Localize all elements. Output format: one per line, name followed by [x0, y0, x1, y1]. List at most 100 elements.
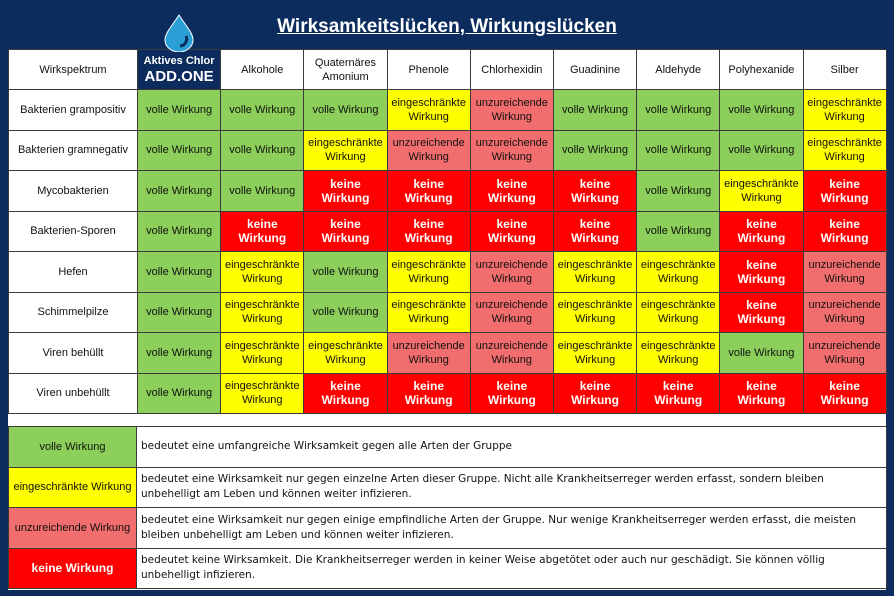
rating-cell: volle Wirkung — [719, 89, 804, 131]
panel: Wirkspektrum Aktives Chlor ADD.ONE Alkohole… — [8, 14, 887, 590]
rating-cell: keine Wirkung — [802, 372, 887, 414]
row-header: Mycobakterien — [8, 170, 138, 212]
column-header: Chlorhexidin — [469, 49, 554, 90]
legend-table: volle Wirkung bedeutet eine umfangreiche … — [8, 426, 887, 589]
rating-cell: eingeschränkte Wirkung — [636, 251, 721, 293]
header-top: Aktives Chlor — [143, 55, 215, 67]
legend-label: unzureichende Wirkung — [8, 507, 137, 549]
rating-cell: keine Wirkung — [469, 210, 554, 252]
row-header: Bakterien grampositiv — [8, 89, 138, 131]
column-header: Phenole — [386, 49, 471, 90]
rating-cell: keine Wirkung — [386, 210, 471, 252]
row-header: Hefen — [8, 251, 138, 293]
rating-cell: keine Wirkung — [802, 170, 887, 212]
rating-cell: volle Wirkung — [636, 210, 721, 252]
row-header: Viren unbehüllt — [8, 372, 138, 414]
rating-cell: unzureichende Wirkung — [469, 291, 554, 333]
rating-cell: unzureichende Wirkung — [802, 251, 887, 293]
rating-cell: eingeschränkte Wirkung — [802, 89, 887, 131]
title: Wirksamkeitslücken, Wirkungslücken — [277, 16, 617, 37]
legend-row: volle Wirkung bedeutet eine umfangreiche … — [8, 426, 887, 468]
column-header: Wirkspektrum — [8, 49, 138, 90]
rating-cell: eingeschränkte Wirkung — [386, 251, 471, 293]
rating-cell: eingeschränkte Wirkung — [220, 332, 305, 374]
rating-cell: volle Wirkung — [136, 332, 222, 374]
rating-cell: unzureichende Wirkung — [469, 89, 554, 131]
table-row: Viren unbehüllt volle Wirkung eingeschränk… — [8, 372, 887, 414]
header-row: Wirkspektrum Aktives Chlor ADD.ONE Alkohole… — [8, 14, 887, 90]
featured-header: Aktives Chlor ADD.ONE — [136, 14, 222, 90]
rating-cell: volle Wirkung — [136, 89, 222, 131]
rating-cell: volle Wirkung — [136, 372, 222, 414]
rating-cell: eingeschränkte Wirkung — [552, 332, 638, 374]
rating-cell: eingeschränkte Wirkung — [802, 129, 887, 171]
rating-cell: keine Wirkung — [303, 372, 388, 414]
rating-cell: eingeschränkte Wirkung — [552, 291, 638, 333]
column-header: Alkohole — [220, 49, 305, 90]
column-header: Polyhexanide — [719, 49, 804, 90]
rating-cell: volle Wirkung — [136, 129, 222, 171]
table-row: Schimmelpilze volle Wirkung eingeschränkte… — [8, 291, 887, 333]
rating-cell: volle Wirkung — [136, 251, 222, 293]
legend-row: keine Wirkung bedeutet keine Wirksamkeit.… — [8, 547, 887, 589]
rating-cell: eingeschränkte Wirkung — [386, 291, 471, 333]
legend-description: bedeutet keine Wirksamkeit. Die Krankhei… — [136, 547, 887, 589]
rating-cell: volle Wirkung — [636, 89, 721, 131]
row-header: Viren behüllt — [8, 332, 138, 374]
rating-cell: eingeschränkte Wirkung — [220, 372, 305, 414]
table-row: Bakterien grampositiv volle Wirkung volle … — [8, 89, 887, 131]
rating-cell: unzureichende Wirkung — [469, 332, 554, 374]
rating-cell: unzureichende Wirkung — [469, 251, 554, 293]
column-header: Guadinine — [552, 49, 638, 90]
effectiveness-table: Wirkspektrum Aktives Chlor ADD.ONE Alkohole… — [8, 14, 887, 414]
column-header: Aldehyde — [636, 49, 721, 90]
table-row: Mycobakterien volle Wirkung volle Wirkung k… — [8, 170, 887, 212]
rating-cell: volle Wirkung — [220, 89, 305, 131]
rating-cell: keine Wirkung — [552, 372, 638, 414]
rating-cell: volle Wirkung — [636, 170, 721, 212]
rating-cell: keine Wirkung — [636, 372, 721, 414]
column-header: Quaternäres Amonium — [303, 49, 388, 90]
rating-cell: keine Wirkung — [386, 372, 471, 414]
rating-cell: volle Wirkung — [719, 129, 804, 171]
rating-cell: unzureichende Wirkung — [469, 129, 554, 171]
legend-label: keine Wirkung — [8, 547, 137, 589]
rating-cell: keine Wirkung — [469, 170, 554, 212]
rating-cell: eingeschränkte Wirkung — [636, 332, 721, 374]
rating-cell: unzureichende Wirkung — [386, 129, 471, 171]
rating-cell: volle Wirkung — [220, 129, 305, 171]
legend-label: volle Wirkung — [8, 426, 137, 468]
rating-cell: unzureichende Wirkung — [386, 332, 471, 374]
rating-cell: keine Wirkung — [220, 210, 305, 252]
header-brand: ADD.ONE — [144, 68, 214, 85]
rating-cell: keine Wirkung — [386, 170, 471, 212]
table-row: Hefen volle Wirkung eingeschränkte Wirkung… — [8, 251, 887, 293]
legend-description: bedeutet eine Wirksamkeit nur gegen einz… — [136, 466, 887, 508]
legend-label: eingeschränkte Wirkung — [8, 466, 137, 508]
row-header: Schimmelpilze — [8, 291, 138, 333]
rating-cell: keine Wirkung — [552, 170, 638, 212]
rating-cell: eingeschränkte Wirkung — [386, 89, 471, 131]
rating-cell: keine Wirkung — [303, 170, 388, 212]
rating-cell: keine Wirkung — [719, 210, 804, 252]
table-row: Viren behüllt volle Wirkung eingeschränkte… — [8, 332, 887, 374]
rating-cell: keine Wirkung — [802, 210, 887, 252]
rating-cell: eingeschränkte Wirkung — [303, 332, 388, 374]
rating-cell: volle Wirkung — [303, 89, 388, 131]
column-header: Silber — [802, 49, 887, 90]
rating-cell: eingeschränkte Wirkung — [636, 291, 721, 333]
legend-description: bedeutet eine umfangreiche Wirksamkeit g… — [136, 426, 887, 468]
rating-cell: keine Wirkung — [303, 210, 388, 252]
rating-cell: eingeschränkte Wirkung — [220, 291, 305, 333]
drop-icon — [164, 14, 194, 52]
rating-cell: volle Wirkung — [636, 129, 721, 171]
rating-cell: volle Wirkung — [552, 129, 638, 171]
table-row: Bakterien gramnegativ volle Wirkung volle … — [8, 129, 887, 171]
rating-cell: eingeschränkte Wirkung — [220, 251, 305, 293]
rating-cell: keine Wirkung — [469, 372, 554, 414]
rating-cell: volle Wirkung — [136, 291, 222, 333]
rating-cell: keine Wirkung — [552, 210, 638, 252]
legend-description: bedeutet eine Wirksamkeit nur gegen eini… — [136, 507, 887, 549]
rating-cell: volle Wirkung — [220, 170, 305, 212]
